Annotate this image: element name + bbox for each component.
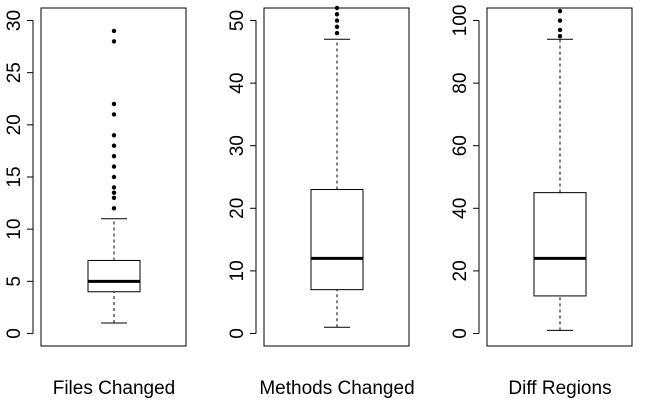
y-tick-label: 30 [4,10,25,31]
outlier-point [557,8,563,14]
y-tick-label: 0 [227,328,248,339]
panel-diff-regions: Diff Regions 0 20 40 60 80 100 [450,5,633,399]
outlier-point [111,133,117,138]
outlier-point [557,33,563,39]
outlier-point [111,101,117,107]
outlier-point [111,153,117,159]
y-tick-label: 5 [4,276,25,287]
iqr-box [87,259,141,293]
outlier-point [557,27,563,33]
y-tick-label: 20 [227,198,248,219]
y-tick-label: 15 [4,166,25,187]
y-tick-label: 25 [4,62,25,83]
y-tick-label: 0 [4,328,25,339]
outlier-point [334,24,340,29]
y-tick-label: 10 [227,260,248,281]
panel-files-changed: Files Changed 0 5 10 15 20 25 30 [4,7,187,399]
xlabel-diff-regions: Diff Regions [508,378,611,399]
y-tick-label: 80 [450,73,471,94]
outlier-point [111,206,117,211]
outlier-point [111,174,117,180]
outlier-point [111,190,117,195]
outlier-point [334,18,340,23]
outlier-point [111,143,117,148]
iqr-box [533,192,587,297]
outlier-point [334,30,340,36]
outlier-point [111,112,117,117]
y-tick-label: 20 [4,114,25,135]
y-tick-label: 100 [450,5,471,37]
y-tick-label: 0 [450,328,471,339]
y-tick-label: 20 [450,260,471,281]
y-tick-label: 40 [227,73,248,94]
xlabel-methods-changed: Methods Changed [259,378,414,399]
outlier-point [557,18,563,23]
outlier-point [111,28,117,34]
plot-frame-files-changed [40,7,187,347]
y-tick-label: 60 [450,135,471,156]
plot-frame-diff-regions [486,7,633,347]
y-tick-label: 40 [450,198,471,219]
outlier-point [111,39,117,44]
outlier-point [334,12,340,17]
y-tick-label: 30 [227,135,248,156]
panel-methods-changed: Methods Changed 0 10 20 30 40 50 [227,5,415,399]
outlier-point [111,185,117,190]
y-tick-label: 10 [4,219,25,240]
iqr-box [310,189,364,291]
outlier-point [111,164,117,169]
outlier-point [111,195,117,201]
outlier-point [334,5,340,11]
y-tick-label: 50 [227,10,248,31]
xlabel-files-changed: Files Changed [53,378,176,399]
